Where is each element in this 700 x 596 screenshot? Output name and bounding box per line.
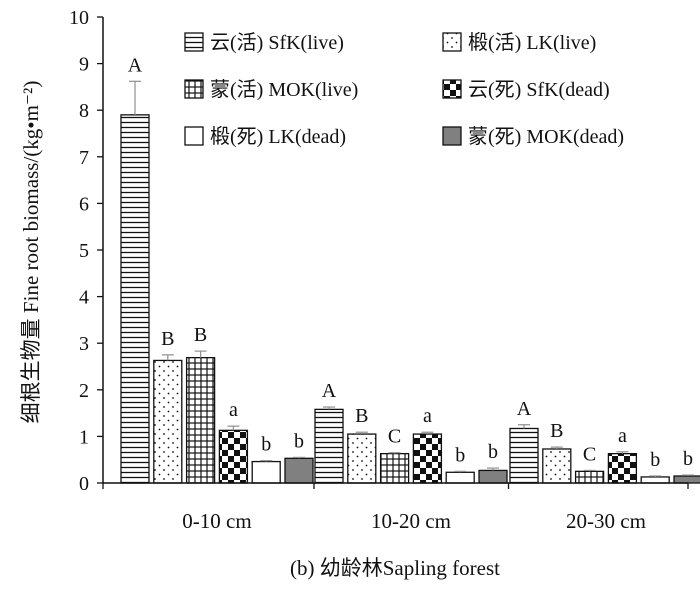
- significance-label: B: [194, 324, 207, 346]
- significance-label: a: [229, 399, 238, 421]
- x-category-label: 20-30 cm: [566, 509, 646, 533]
- significance-label: A: [128, 54, 143, 76]
- legend-swatch: [442, 79, 462, 99]
- y-tick-label: 0: [79, 473, 89, 495]
- bar: [284, 457, 314, 484]
- significance-label: b: [455, 444, 465, 466]
- y-tick-label: 1: [79, 426, 89, 448]
- significance-label: b: [488, 441, 498, 463]
- bar: [379, 452, 410, 484]
- legend-label: 云(活) SfK(live): [210, 31, 344, 54]
- significance-label: A: [517, 398, 532, 420]
- significance-label: b: [294, 430, 304, 452]
- bar: [542, 448, 572, 484]
- bar: [574, 470, 605, 484]
- significance-label: b: [261, 434, 271, 456]
- bar: [673, 475, 700, 484]
- legend-swatch: [184, 126, 204, 146]
- legend-label: 蒙(死) MOK(dead): [468, 125, 624, 148]
- bar: [120, 114, 150, 484]
- legend-label: 蒙(活) MOK(live): [210, 78, 358, 101]
- y-tick-label: 9: [79, 54, 89, 76]
- y-tick-label: 5: [79, 240, 89, 262]
- figure-caption: (b) 幼龄林Sapling forest: [290, 556, 500, 580]
- y-tick-label: 10: [69, 7, 89, 29]
- significance-label: A: [322, 380, 337, 402]
- y-tick-label: 3: [79, 333, 89, 355]
- bar: [478, 469, 508, 484]
- significance-label: C: [388, 426, 401, 448]
- bar: [640, 476, 670, 484]
- significance-label: a: [423, 405, 432, 427]
- legend-swatch: [442, 126, 462, 146]
- y-tick-label: 8: [79, 100, 89, 122]
- legend-swatch: [184, 32, 204, 52]
- x-category-label: 10-20 cm: [371, 509, 451, 533]
- significance-label: a: [618, 425, 627, 447]
- bar: [607, 452, 638, 484]
- significance-label: B: [161, 328, 174, 350]
- significance-label: B: [550, 420, 563, 442]
- significance-label: C: [583, 443, 596, 465]
- legend-label: 椴(死) LK(dead): [210, 125, 346, 148]
- y-axis-title: 细根生物量 Fine root biomass/(kg•m⁻²): [19, 81, 43, 424]
- y-tick-label: 7: [79, 147, 89, 169]
- bar: [314, 408, 344, 484]
- y-tick-label: 4: [79, 287, 89, 309]
- bar: [153, 359, 183, 484]
- x-category-label: 0-10 cm: [182, 509, 251, 533]
- significance-label: B: [355, 405, 368, 427]
- bar: [412, 433, 443, 484]
- bar: [185, 356, 216, 484]
- legend-swatch: [442, 32, 462, 52]
- significance-label: b: [683, 448, 693, 470]
- legend-label: 云(死) SfK(dead): [468, 79, 610, 101]
- y-tick-label: 6: [79, 193, 89, 215]
- y-tick-label: 2: [79, 380, 89, 402]
- legend-label: 椴(活) LK(live): [468, 31, 596, 54]
- legend-swatch: [184, 79, 204, 99]
- significance-label: b: [650, 449, 660, 471]
- bar: [445, 471, 475, 484]
- bar: [218, 429, 249, 484]
- bar: [251, 460, 281, 484]
- bar: [509, 427, 539, 484]
- bar: [347, 433, 377, 484]
